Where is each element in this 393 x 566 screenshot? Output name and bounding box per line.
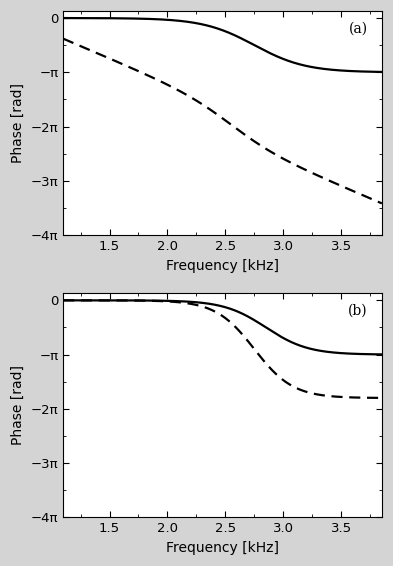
Text: (b): (b)	[348, 303, 367, 318]
Y-axis label: Phase [rad]: Phase [rad]	[11, 83, 25, 163]
X-axis label: Frequency [kHz]: Frequency [kHz]	[166, 259, 279, 273]
X-axis label: Frequency [kHz]: Frequency [kHz]	[166, 541, 279, 555]
Y-axis label: Phase [rad]: Phase [rad]	[11, 366, 25, 445]
Text: (a): (a)	[349, 21, 367, 35]
